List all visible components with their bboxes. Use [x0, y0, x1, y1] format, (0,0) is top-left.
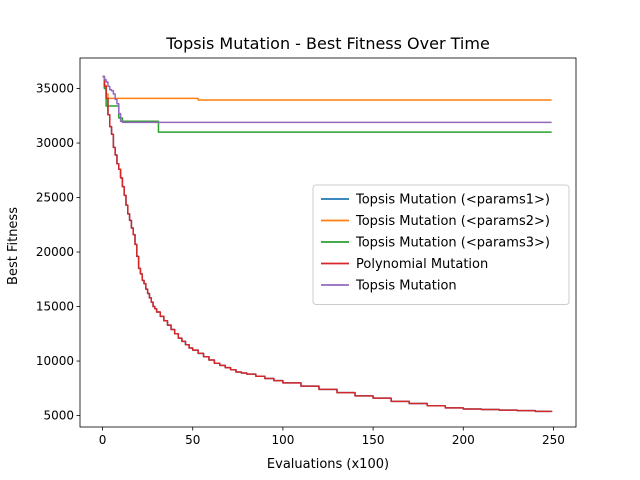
legend: Topsis Mutation (<params1>) Topsis Mutati… — [312, 184, 570, 305]
legend-label-4: Polynomial Mutation — [356, 257, 488, 272]
y-tick-label: 20000 — [36, 245, 74, 259]
plot-area — [102, 75, 553, 413]
axes: 0 50 100 150 200 250 5000 10000 15000 20000 25000 3… — [36, 57, 577, 447]
x-tick-label: 0 — [99, 433, 107, 447]
legend-label-5: Topsis Mutation — [355, 279, 457, 294]
y-tick-label: 15000 — [36, 300, 74, 314]
x-tick-label: 150 — [362, 433, 385, 447]
x-tick-label: 100 — [271, 433, 294, 447]
y-tick-label: 25000 — [36, 191, 74, 205]
chart-title: Topsis Mutation - Best Fitness Over Time — [165, 34, 490, 53]
y-tick-label: 35000 — [36, 82, 74, 96]
y-tick-label: 30000 — [36, 136, 74, 150]
x-tick-label: 50 — [185, 433, 200, 447]
y-axis-label: Best Fitness — [6, 207, 21, 285]
legend-label-2: Topsis Mutation (<params2>) — [355, 214, 550, 229]
series-line-4 — [102, 75, 553, 413]
axes-frame — [79, 57, 577, 428]
x-axis-label: Evaluations (x100) — [267, 457, 389, 472]
series-line-5 — [102, 75, 552, 124]
y-tick-label: 5000 — [43, 409, 74, 423]
y-tick-label: 10000 — [36, 354, 74, 368]
legend-box — [312, 184, 570, 305]
legend-label-3: Topsis Mutation (<params3>) — [355, 236, 550, 251]
legend-label-1: Topsis Mutation (<params1>) — [355, 193, 550, 208]
x-tick-label: 200 — [452, 433, 475, 447]
x-tick-label: 250 — [542, 433, 565, 447]
